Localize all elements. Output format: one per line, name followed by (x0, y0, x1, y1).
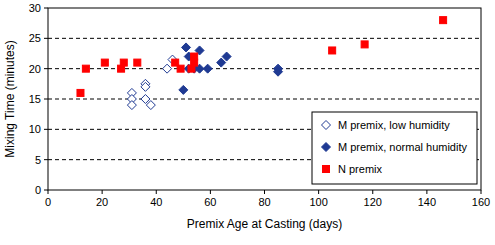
x-tick-label: 20 (96, 196, 108, 208)
x-tick-label: 140 (418, 196, 436, 208)
point (120, 59, 127, 66)
x-axis-label: Premix Age at Casting (days) (187, 217, 342, 231)
chart: 0 5 10 15 20 25 30 0 20 40 60 80 100 120 140 160 Premix … (0, 0, 495, 245)
point (146, 101, 155, 110)
point (329, 47, 336, 54)
y-tick (44, 68, 48, 69)
point (177, 65, 184, 72)
legend-marker (322, 121, 331, 130)
x-tick (156, 190, 157, 194)
y-tick-label: 5 (35, 154, 41, 166)
y-tick (44, 38, 48, 39)
y-tick-label: 25 (29, 32, 41, 44)
point (134, 59, 141, 66)
x-tick (372, 190, 373, 194)
x-tick-label: 160 (472, 196, 490, 208)
x-tick (264, 190, 265, 194)
y-tick (44, 190, 48, 191)
y-tick-label: 0 (35, 184, 41, 196)
legend-label: M premix, normal humidity (338, 141, 467, 153)
grid-line (48, 99, 481, 100)
y-tick (44, 129, 48, 130)
x-tick-label: 100 (309, 196, 327, 208)
y-tick-label: 15 (29, 93, 41, 105)
x-tick (210, 190, 211, 194)
point (191, 59, 198, 66)
y-tick-label: 30 (29, 2, 41, 14)
point (101, 59, 108, 66)
point (440, 17, 447, 24)
point (127, 101, 136, 110)
plot-frame (48, 8, 481, 190)
point (182, 43, 191, 52)
point (141, 82, 150, 91)
y-tick (44, 159, 48, 160)
y-axis-label: Mixing Time (minutes) (3, 40, 17, 157)
y-tick (44, 99, 48, 100)
x-tick (481, 190, 482, 194)
y-tick (44, 8, 48, 9)
x-tick-label: 80 (258, 196, 270, 208)
x-tick (48, 190, 49, 194)
point (203, 64, 212, 73)
legend-marker (323, 166, 330, 173)
y-tick-label: 10 (29, 123, 41, 135)
legend-box (312, 112, 477, 184)
point (179, 85, 188, 94)
x-tick-label: 60 (204, 196, 216, 208)
point (77, 89, 84, 96)
legend-marker (322, 143, 331, 152)
x-tick-label: 0 (45, 196, 51, 208)
x-tick (102, 190, 103, 194)
x-tick (426, 190, 427, 194)
point (163, 64, 172, 73)
x-tick-label: 120 (364, 196, 382, 208)
legend-label: N premix (338, 163, 383, 175)
points (77, 17, 447, 110)
point (82, 65, 89, 72)
legend-label: M premix, low humidity (338, 119, 450, 131)
grid-line (48, 38, 481, 39)
x-tick (318, 190, 319, 194)
point (222, 52, 231, 61)
y-tick-label: 20 (29, 63, 41, 75)
x-tick-label: 40 (150, 196, 162, 208)
legend: M premix, low humidity M premix, normal h… (312, 112, 477, 184)
point (274, 67, 283, 76)
grid-line (48, 68, 481, 69)
point (361, 41, 368, 48)
